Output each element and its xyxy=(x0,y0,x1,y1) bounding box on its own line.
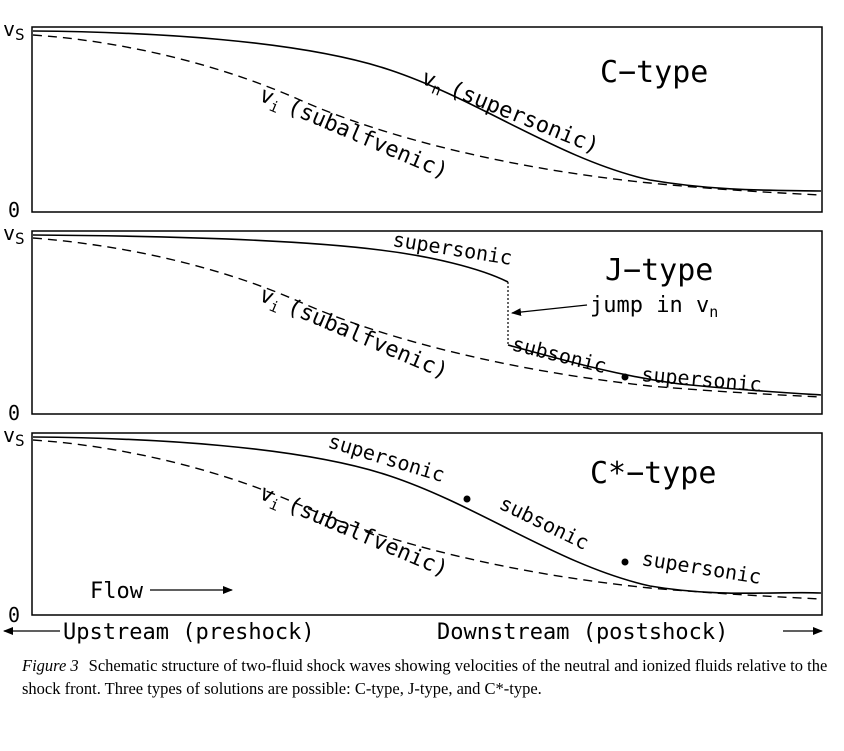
figure-label: Figure 3 xyxy=(22,656,79,675)
upstream-label: Upstream (preshock) xyxy=(63,620,315,645)
vn-curve xyxy=(32,436,822,595)
figure-caption: Figure 3 Schematic structure of two-fluid… xyxy=(22,654,832,700)
caption-text: Schematic structure of two-fluid shock w… xyxy=(22,656,828,698)
segment-label-supersonic-2: supersonic xyxy=(640,546,763,589)
vs-axis-label: vS xyxy=(3,221,25,248)
vi-label: vi(subalfvenic) xyxy=(254,283,451,388)
vi-label: vi(subalfvenic) xyxy=(254,83,451,188)
panel-j-type: vS 0 J−type vi(subalfvenic) supersonic s… xyxy=(3,221,823,425)
sonic-point xyxy=(621,373,629,381)
panel-frame xyxy=(31,230,823,415)
vn-curve-upstream xyxy=(32,234,509,283)
panel-c-type: vS 0 C−type vi(subalfvenic) vn(supersoni… xyxy=(3,17,823,222)
zero-axis-label: 0 xyxy=(8,198,20,222)
jump-arrow xyxy=(511,304,588,317)
vn-curve-downstream xyxy=(507,344,822,396)
zero-axis-label: 0 xyxy=(8,603,20,627)
panel-title: C*−type xyxy=(590,456,716,491)
vs-axis-label: vS xyxy=(3,423,25,450)
jump-label: jump in vn xyxy=(590,293,718,321)
vs-axis-label: vS xyxy=(3,17,25,44)
panel-title: C−type xyxy=(600,55,708,90)
downstream-label: Downstream (postshock) xyxy=(437,620,728,645)
direction-labels: Upstream (preshock) Downstream (postshoc… xyxy=(3,620,823,645)
panel-c-star-type: vS 0 C*−type vi(subalfvenic) supersonic … xyxy=(3,423,823,627)
vn-curve xyxy=(32,30,822,192)
sonic-point-1 xyxy=(463,495,471,503)
panel-frame xyxy=(31,432,823,616)
panel-frame xyxy=(31,26,823,213)
flow-label: Flow xyxy=(90,579,144,604)
segment-label-subsonic: subsonic xyxy=(510,332,609,379)
segment-label-supersonic-1: supersonic xyxy=(326,429,448,487)
segment-label-subsonic: subsonic xyxy=(496,491,593,555)
vi-label: vi(subalfvenic) xyxy=(254,481,451,586)
segment-label-supersonic-2: supersonic xyxy=(641,362,763,396)
sonic-point-2 xyxy=(621,558,629,566)
zero-axis-label: 0 xyxy=(8,401,20,425)
panel-title: J−type xyxy=(605,253,713,288)
